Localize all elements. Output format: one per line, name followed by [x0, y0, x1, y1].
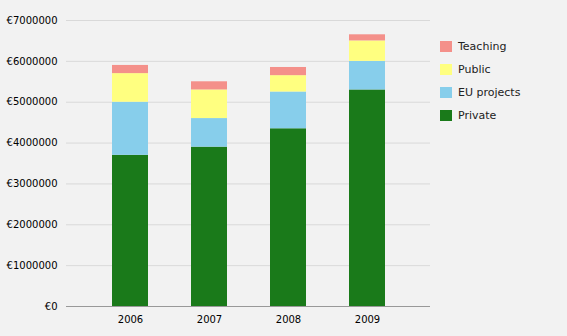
- svg-text:2009: 2009: [355, 314, 380, 325]
- svg-text:€1000000: €1000000: [7, 260, 58, 271]
- svg-text:€3000000: €3000000: [7, 178, 58, 189]
- svg-text:2006: 2006: [118, 314, 143, 325]
- html-text:EU projects: EU projects: [458, 86, 521, 99]
- html-text:Teaching: Teaching: [458, 40, 507, 53]
- svg-text:2007: 2007: [197, 314, 222, 325]
- svg-text:€6000000: €6000000: [7, 56, 58, 67]
- svg-text:€4000000: €4000000: [7, 137, 58, 148]
- html-text:Private: Private: [458, 109, 497, 122]
- svg-text:€7000000: €7000000: [7, 15, 58, 26]
- html-text:Public: Public: [458, 63, 491, 76]
- svg-text:€5000000: €5000000: [7, 96, 58, 107]
- svg-text:2008: 2008: [276, 314, 301, 325]
- svg-text:€0: €0: [45, 301, 58, 312]
- svg-text:€2000000: €2000000: [7, 219, 58, 230]
